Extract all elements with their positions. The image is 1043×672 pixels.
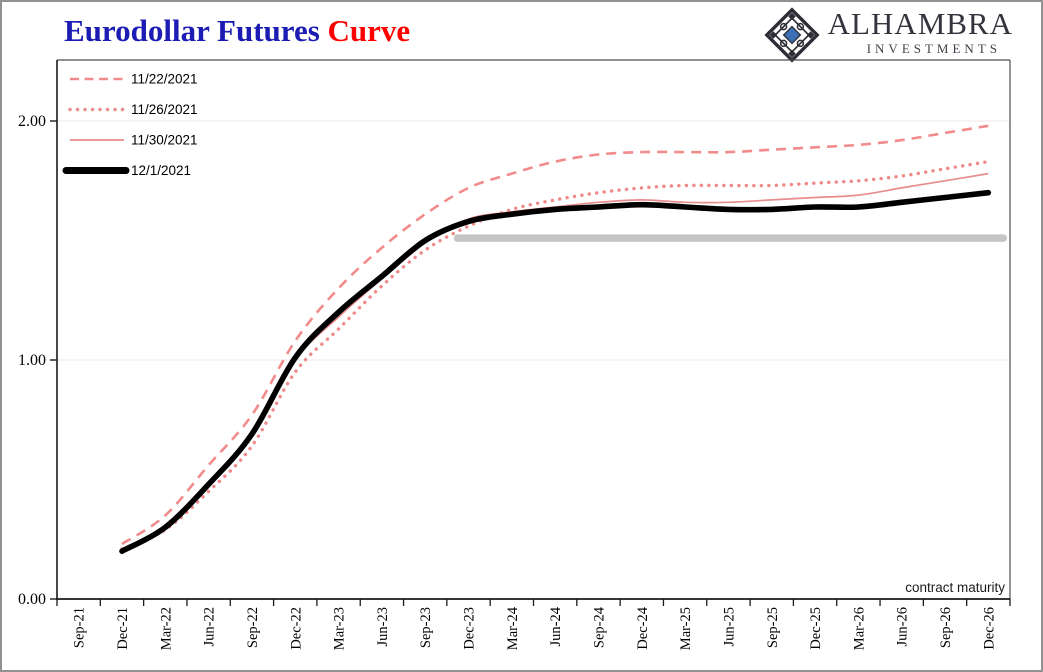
chart-title-main: Eurodollar Futures — [64, 13, 328, 48]
logo-name: ALHAMBRA — [827, 6, 1013, 41]
x-tick-label: Jun-22 — [202, 607, 218, 646]
y-tick-label: 0.00 — [18, 591, 46, 608]
series-line-11-26-2021 — [120, 159, 990, 551]
x-tick-label: Mar-24 — [505, 606, 521, 650]
x-tick-label: Sep-25 — [765, 607, 781, 648]
y-tick-label: 2.00 — [18, 113, 46, 130]
x-tick-label: Dec-21 — [115, 607, 131, 650]
x-tick-label: Dec-24 — [635, 606, 651, 649]
legend-label: 11/26/2021 — [131, 102, 198, 117]
logo-subtitle: INVESTMENTS — [866, 41, 1001, 56]
x-tick-label: Mar-25 — [678, 607, 694, 650]
alhambra-logo: ALHAMBRA INVESTMENTS — [764, 7, 1013, 63]
x-tick-label: Dec-22 — [288, 607, 304, 650]
x-tick-label: Jun-25 — [721, 607, 737, 646]
x-tick-label: Sep-24 — [591, 606, 607, 648]
chart-title: Eurodollar Futures Curve — [64, 14, 410, 48]
x-tick-label: Sep-21 — [72, 607, 88, 648]
x-tick-label: Mar-23 — [332, 607, 348, 650]
series-line-11-22-2021 — [121, 124, 989, 546]
x-tick-label: Dec-25 — [808, 607, 824, 650]
x-tick-label: Mar-26 — [851, 607, 867, 650]
legend-label: 12/1/2021 — [131, 163, 191, 178]
x-tick-label: Sep-22 — [245, 607, 261, 648]
series-line-11-30-2021 — [121, 172, 989, 550]
x-tick-label: Jun-23 — [375, 607, 391, 646]
x-tick-label: Sep-23 — [418, 607, 434, 648]
x-tick-label: Dec-26 — [981, 607, 997, 650]
x-tick-label: Dec-23 — [462, 607, 478, 650]
x-axis-note: contract maturity — [905, 580, 1005, 595]
legend-label: 11/22/2021 — [131, 72, 198, 87]
x-tick-label: Mar-22 — [158, 607, 174, 650]
y-tick-label: 1.00 — [18, 352, 46, 369]
series-line-12-1-2021 — [119, 189, 992, 554]
x-tick-label: Jun-24 — [548, 606, 564, 646]
chart-title-accent: Curve — [327, 13, 411, 48]
legend-label: 11/30/2021 — [131, 133, 198, 148]
logo-text: ALHAMBRA INVESTMENTS — [828, 7, 1013, 57]
x-tick-label: Jun-26 — [895, 607, 911, 646]
x-tick-label: Sep-26 — [938, 607, 954, 648]
